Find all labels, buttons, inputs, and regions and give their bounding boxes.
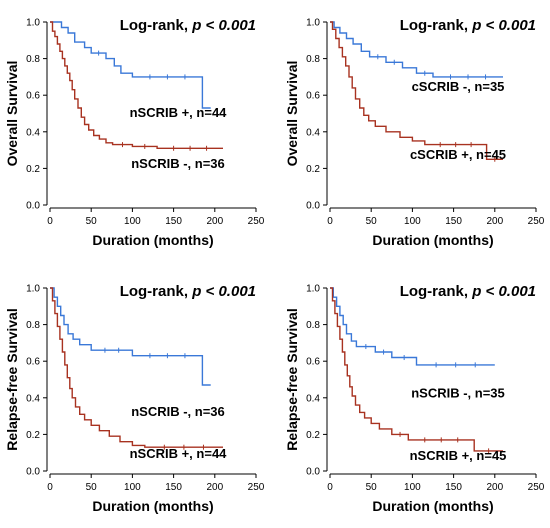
- x-axis-title: Duration (months): [92, 232, 213, 248]
- log-rank-annotation: Log-rank, p < 0.001: [120, 17, 256, 34]
- chart-svg-3: 0 50 100 150 200 250 0.0 0.2 0.4 0.6 0.8 1.0 Duratio…: [284, 283, 545, 514]
- km-curve-negative: [50, 287, 211, 386]
- km-curve-negative: [330, 287, 495, 366]
- p-value: p < 0.001: [191, 17, 256, 34]
- x-tick-label: 100: [124, 216, 141, 227]
- x-tick-label: 100: [404, 216, 421, 227]
- series-label-negative: cSCRIB -, n=35: [412, 79, 505, 94]
- series-label-positive: nSCRIB +, n=44: [130, 105, 228, 120]
- chart-panel-relapse-nscrib: 0 50 100 150 200 250 0.0 0.2 0.4 0.6 0.8 1.0 Duratio…: [0, 266, 270, 528]
- x-tick-label: 150: [445, 482, 462, 493]
- x-tick-label: 200: [486, 482, 503, 493]
- series-label-positive: nSCRIB +, n=44: [130, 446, 228, 461]
- chart-svg-0: 0 50 100 150 200 250 0.0 0.2 0.4 0.6 0.8 1.0 Duratio…: [4, 17, 265, 248]
- y-tick-label: 1.0: [26, 18, 40, 29]
- log-rank-prefix: Log-rank,: [120, 17, 193, 34]
- x-tick-label: 250: [528, 482, 545, 493]
- series-label-negative: nSCRIB -, n=36: [131, 156, 225, 171]
- km-curve-positive: [50, 287, 223, 448]
- y-tick-label: 0.0: [306, 467, 320, 478]
- km-curve-positive: [330, 287, 503, 452]
- log-rank-prefix: Log-rank,: [400, 283, 473, 300]
- y-axis-title: Relapse-free Survival: [284, 308, 300, 450]
- chart-panel-overall-cscrib: 0 50 100 150 200 250 0.0 0.2 0.4 0.6 0.8 1.0 Duratio…: [280, 0, 550, 262]
- x-tick-label: 0: [327, 216, 333, 227]
- km-curve-positive: [330, 21, 503, 161]
- y-tick-label: 0.8: [26, 320, 40, 331]
- km-curve-negative: [330, 21, 503, 78]
- log-rank-prefix: Log-rank,: [120, 283, 193, 300]
- log-rank-prefix: Log-rank,: [400, 17, 473, 34]
- series-label-positive: nSCRIB +, n=45: [410, 448, 507, 463]
- y-tick-label: 0.8: [306, 320, 320, 331]
- y-tick-label: 1.0: [306, 18, 320, 29]
- y-tick-label: 0.0: [26, 467, 40, 478]
- y-tick-label: 0.6: [26, 91, 40, 102]
- x-tick-label: 150: [165, 216, 182, 227]
- y-tick-label: 0.6: [26, 357, 40, 368]
- p-value: p < 0.001: [191, 283, 256, 300]
- y-tick-label: 0.6: [306, 357, 320, 368]
- y-tick-label: 1.0: [26, 284, 40, 295]
- x-tick-label: 0: [47, 216, 53, 227]
- y-tick-label: 0.4: [26, 393, 40, 404]
- x-tick-label: 200: [206, 216, 223, 227]
- km-curve-positive: [50, 21, 223, 150]
- x-tick-label: 150: [165, 482, 182, 493]
- x-tick-label: 250: [248, 216, 265, 227]
- y-tick-label: 0.2: [306, 164, 320, 175]
- x-tick-label: 0: [47, 482, 53, 493]
- x-tick-label: 50: [86, 482, 98, 493]
- p-value: p < 0.001: [471, 17, 536, 34]
- chart-svg-1: 0 50 100 150 200 250 0.0 0.2 0.4 0.6 0.8 1.0 Duratio…: [284, 17, 545, 248]
- y-axis-title: Overall Survival: [4, 61, 20, 167]
- y-tick-label: 0.8: [26, 54, 40, 65]
- x-tick-label: 100: [124, 482, 141, 493]
- x-tick-label: 100: [404, 482, 421, 493]
- y-tick-label: 0.4: [26, 127, 40, 138]
- p-value: p < 0.001: [471, 283, 536, 300]
- x-tick-label: 50: [366, 216, 378, 227]
- y-tick-label: 0.8: [306, 54, 320, 65]
- x-axis-title: Duration (months): [92, 498, 213, 514]
- series-label-positive: cSCRIB +, n=45: [410, 147, 506, 162]
- y-tick-label: 0.2: [26, 430, 40, 441]
- y-tick-label: 0.4: [306, 393, 320, 404]
- x-tick-label: 200: [486, 216, 503, 227]
- x-tick-label: 150: [445, 216, 462, 227]
- y-tick-label: 1.0: [306, 284, 320, 295]
- y-tick-label: 0.4: [306, 127, 320, 138]
- y-tick-label: 0.2: [306, 430, 320, 441]
- log-rank-annotation: Log-rank, p < 0.001: [400, 17, 536, 34]
- x-tick-label: 250: [248, 482, 265, 493]
- log-rank-annotation: Log-rank, p < 0.001: [400, 283, 536, 300]
- series-label-negative: nSCRIB -, n=36: [131, 404, 225, 419]
- chart-panel-relapse-nscrib-2: 0 50 100 150 200 250 0.0 0.2 0.4 0.6 0.8 1.0 Duratio…: [280, 266, 550, 528]
- y-tick-label: 0.0: [306, 201, 320, 212]
- x-axis-title: Duration (months): [372, 498, 493, 514]
- chart-svg-2: 0 50 100 150 200 250 0.0 0.2 0.4 0.6 0.8 1.0 Duratio…: [4, 283, 265, 514]
- x-tick-label: 0: [327, 482, 333, 493]
- chart-panel-overall-nscrib: 0 50 100 150 200 250 0.0 0.2 0.4 0.6 0.8 1.0 Duratio…: [0, 0, 270, 262]
- y-tick-label: 0.2: [26, 164, 40, 175]
- y-axis-title: Overall Survival: [284, 61, 300, 167]
- x-tick-label: 200: [206, 482, 223, 493]
- y-tick-label: 0.0: [26, 201, 40, 212]
- y-axis-title: Relapse-free Survival: [4, 308, 20, 450]
- x-axis-title: Duration (months): [372, 232, 493, 248]
- x-tick-label: 50: [366, 482, 378, 493]
- x-tick-label: 50: [86, 216, 98, 227]
- y-tick-label: 0.6: [306, 91, 320, 102]
- series-label-negative: nSCRIB -, n=35: [411, 386, 505, 401]
- x-tick-label: 250: [528, 216, 545, 227]
- log-rank-annotation: Log-rank, p < 0.001: [120, 283, 256, 300]
